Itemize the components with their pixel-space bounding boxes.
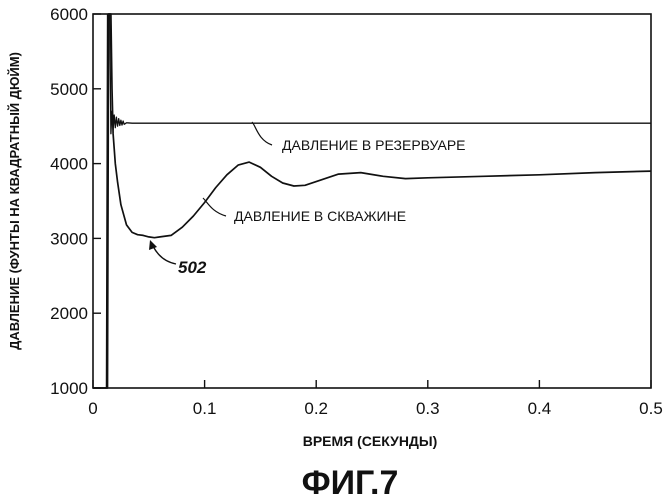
x-tick-label: 0.2 <box>304 399 328 418</box>
y-tick-label: 3000 <box>50 229 88 248</box>
figure-label: ФИГ.7 <box>302 464 399 500</box>
well-pressure-label: ДАВЛЕНИЕ В СКВАЖИНЕ <box>234 208 406 224</box>
x-tick-label: 0 <box>88 399 97 418</box>
y-tick-label: 1000 <box>50 379 88 398</box>
y-axis-label: ДАВЛЕНИЕ (ФУНТЫ НА КВАДРАТНЫЙ ДЮЙМ) <box>7 52 22 350</box>
reservoir-leader-line <box>252 122 272 145</box>
y-tick-label: 6000 <box>50 5 88 24</box>
plot-frame <box>93 14 651 388</box>
x-tick-label: 0.1 <box>193 399 217 418</box>
x-tick-label: 0.3 <box>416 399 440 418</box>
ref-502-arrowhead <box>149 240 157 250</box>
annotation-layer: ДАВЛЕНИЕ В РЕЗЕРВУАРЕ ДАВЛЕНИЕ В СКВАЖИН… <box>149 122 466 277</box>
ref-502-leader-arrow <box>153 246 176 264</box>
reservoir-pressure-line <box>93 14 651 388</box>
series-layer <box>93 14 651 388</box>
x-tick-label: 0.4 <box>528 399 552 418</box>
well-pressure-line <box>93 14 651 388</box>
reservoir-pressure-label: ДАВЛЕНИЕ В РЕЗЕРВУАРЕ <box>282 137 466 153</box>
x-tick-label: 0.5 <box>639 399 663 418</box>
y-tick-label: 5000 <box>50 80 88 99</box>
reference-numeral-502: 502 <box>178 258 207 277</box>
y-tick-label: 4000 <box>50 155 88 174</box>
plot-border <box>93 14 651 388</box>
y-tick-label: 2000 <box>50 304 88 323</box>
x-axis-label: ВРЕМЯ (СЕКУНДЫ) <box>303 433 438 449</box>
